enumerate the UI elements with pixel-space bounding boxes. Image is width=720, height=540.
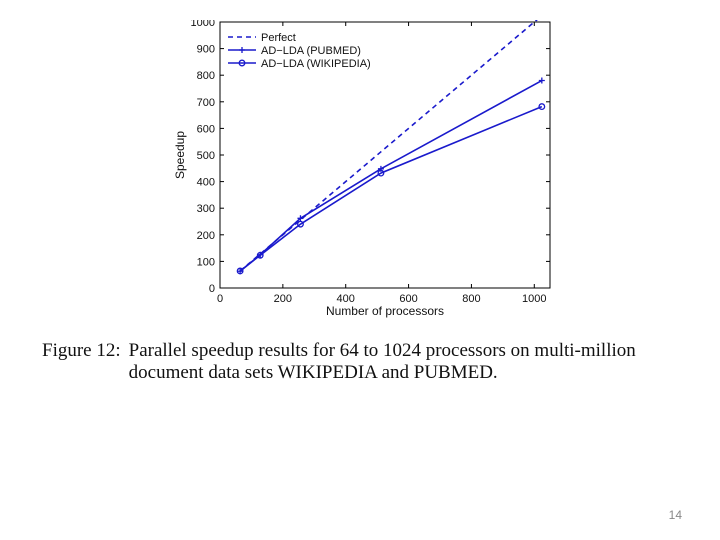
data-point bbox=[538, 103, 546, 111]
y-tick-label: 0 bbox=[209, 283, 215, 295]
data-point bbox=[538, 77, 545, 84]
legend-label-0: Perfect bbox=[261, 32, 296, 44]
x-tick-label: 800 bbox=[462, 293, 480, 305]
y-tick-label: 400 bbox=[197, 177, 215, 189]
y-tick-label: 100 bbox=[197, 256, 215, 268]
y-tick-label: 1000 bbox=[191, 20, 215, 29]
speedup-chart: 0 200 400 600 800 1000 0 100 200 300 400 500 600 700 8… bbox=[173, 20, 551, 318]
x-tick-label: 600 bbox=[399, 293, 417, 305]
y-tick-label: 600 bbox=[197, 123, 215, 135]
y-tick-label: 500 bbox=[197, 150, 215, 162]
y-tick-label: 700 bbox=[197, 97, 215, 109]
x-tick-label: 1000 bbox=[522, 293, 546, 305]
series-line-0 bbox=[239, 20, 538, 272]
y-tick-label: 200 bbox=[197, 230, 215, 242]
y-tick-label: 900 bbox=[197, 44, 215, 56]
y-tick-label: 300 bbox=[197, 203, 215, 215]
data-point bbox=[256, 251, 264, 259]
caption-label: Figure 12: bbox=[42, 340, 121, 361]
legend-marker-1 bbox=[239, 47, 245, 53]
page-number: 14 bbox=[668, 508, 682, 522]
figure-caption: Figure 12: Parallel speedup results for … bbox=[42, 340, 702, 384]
data-point bbox=[377, 169, 385, 177]
legend-label-2: AD−LDA (WIKIPEDIA) bbox=[261, 58, 371, 70]
x-tick-label: 0 bbox=[217, 293, 223, 305]
x-tick-label: 200 bbox=[274, 293, 292, 305]
y-axis-title: Speedup bbox=[173, 131, 187, 179]
data-point bbox=[236, 267, 244, 275]
legend-marker-2 bbox=[238, 59, 246, 67]
x-tick-label: 400 bbox=[337, 293, 355, 305]
x-axis-title: Number of processors bbox=[326, 304, 444, 318]
data-point bbox=[297, 215, 304, 222]
series-line-2 bbox=[239, 105, 543, 272]
legend-label-1: AD−LDA (PUBMED) bbox=[261, 45, 361, 57]
series-line-1 bbox=[239, 79, 543, 272]
caption-text: Parallel speedup results for 64 to 1024 … bbox=[128, 340, 636, 383]
data-point bbox=[297, 220, 304, 228]
y-tick-label: 800 bbox=[197, 70, 215, 82]
